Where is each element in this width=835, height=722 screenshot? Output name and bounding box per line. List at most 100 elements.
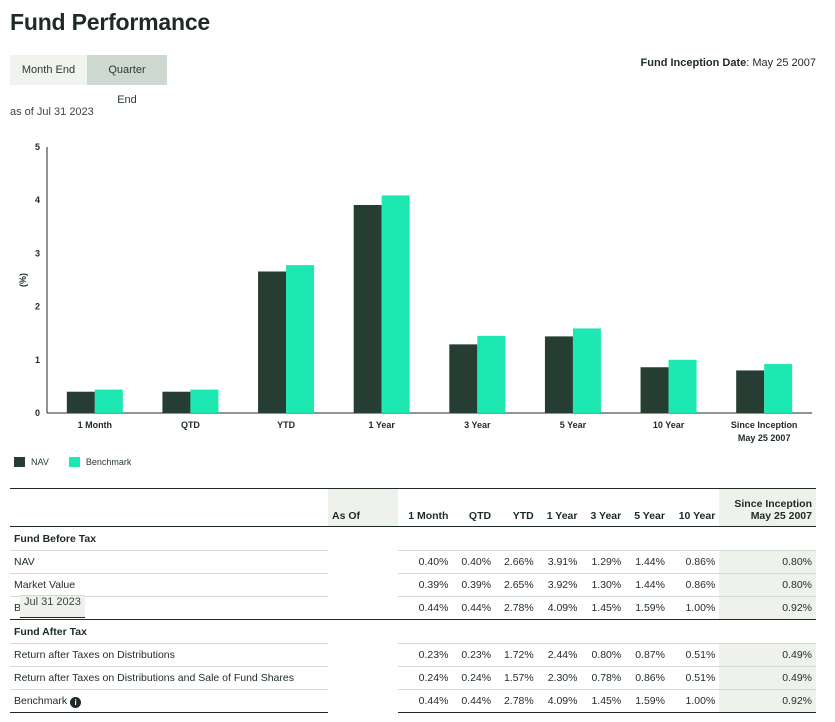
table-cell: 0.87% — [625, 643, 669, 667]
info-icon[interactable]: i — [70, 696, 82, 708]
y-tick-label: 3 — [35, 248, 40, 258]
legend-label-nav: NAV — [31, 457, 49, 467]
table-cell: 0.24% — [398, 666, 453, 690]
row-label: Market Value — [10, 573, 328, 597]
table-cell: 2.66% — [495, 550, 538, 574]
as-of-date: as of Jul 31 2023 — [10, 106, 94, 118]
column-header: 5 Year — [625, 488, 669, 527]
bar-nav — [449, 344, 478, 413]
x-tick-label: May 25 2007 — [738, 433, 791, 443]
y-axis-label: (%) — [18, 273, 28, 287]
table-section-header: Fund Before Tax — [10, 526, 816, 551]
table-cell: 0.39% — [452, 573, 496, 597]
column-header: 1 Month — [398, 488, 453, 527]
table-cell: 0.78% — [581, 666, 626, 690]
bar-benchmark — [668, 359, 697, 413]
table-section-header: Fund After Tax — [10, 619, 816, 644]
bar-nav — [162, 391, 191, 413]
table-cell: 4.09% — [537, 596, 582, 620]
table-cell: Jul 31 2023 — [20, 594, 85, 618]
column-header: YTD — [495, 488, 538, 527]
table-cell: 1.44% — [625, 573, 669, 597]
table-cell: 2.65% — [495, 573, 538, 597]
table-cell: 0.44% — [398, 689, 453, 713]
bar-benchmark — [190, 389, 219, 413]
table-cell: 0.80% — [719, 550, 816, 574]
table-cell: 0.39% — [398, 573, 453, 597]
table-cell: 0.44% — [452, 596, 496, 620]
column-header: 10 Year — [668, 488, 720, 527]
y-tick-label: 2 — [35, 302, 40, 312]
bar-benchmark — [477, 335, 506, 413]
table-row: NAVJul 31 20230.40%0.40%2.66%3.91%1.29%1… — [10, 550, 816, 618]
table-cell: 1.45% — [581, 689, 626, 713]
bar-nav — [544, 336, 573, 413]
performance-bar-chart: 0 1 2 3 4 5 (%) 1 Month QTD YTD 1 Year 3 Year 5 Year… — [18, 142, 812, 443]
table-header-row: As Of 1 Month QTD YTD 1 Year 3 Year 5 Year 10 Y… — [10, 488, 816, 527]
legend-item-benchmark[interactable]: Benchmark — [68, 457, 131, 467]
column-header: 1 Year — [537, 488, 582, 527]
bar-benchmark — [94, 389, 123, 413]
table-cell: 1.29% — [581, 550, 626, 574]
inception-label: Fund Inception Date — [640, 57, 747, 69]
table-cell: 0.92% — [719, 596, 816, 620]
table-cell: 0.92% — [719, 689, 816, 713]
table-cell: 0.23% — [398, 643, 453, 667]
table-cell: 0.86% — [668, 550, 720, 574]
table-cell: 3.91% — [537, 550, 582, 574]
table-cell: 0.49% — [719, 666, 816, 690]
legend-swatch-nav — [14, 457, 25, 467]
y-tick-label: 1 — [35, 355, 40, 365]
table-cell: 4.09% — [537, 689, 582, 713]
bar-benchmark — [286, 265, 315, 413]
bar-benchmark — [572, 328, 601, 413]
table-cell: 0.80% — [581, 643, 626, 667]
table-cell: 0.44% — [452, 689, 496, 713]
inception-value: : May 25 2007 — [746, 57, 816, 69]
column-header: 3 Year — [581, 488, 626, 527]
table-cell: 0.51% — [668, 666, 720, 690]
table-cell: 0.23% — [452, 643, 496, 667]
column-header: As Of — [328, 488, 398, 527]
table-cell: 0.44% — [398, 596, 453, 620]
chart-legend: NAV Benchmark — [14, 457, 151, 467]
x-tick-label: YTD — [277, 420, 296, 430]
table-row: Return after Taxes on Distributions Jul 3… — [10, 594, 816, 667]
table-cell: 3.92% — [537, 573, 582, 597]
table-cell: 1.57% — [495, 666, 538, 690]
bar-nav — [640, 367, 669, 413]
column-header — [10, 488, 328, 527]
table-cell: 1.72% — [495, 643, 538, 667]
table-cell: 2.78% — [495, 596, 538, 620]
table-row: Market ValueJul 31 20230.39%0.39%2.65%3.… — [10, 573, 816, 618]
table-cell: 2.44% — [537, 643, 582, 667]
x-tick-label: 1 Year — [369, 420, 396, 430]
x-tick-label: 3 Year — [464, 420, 491, 430]
x-tick-label: 10 Year — [653, 420, 685, 430]
row-label: Return after Taxes on Distributions and … — [10, 666, 328, 690]
x-tick-label: 1 Month — [78, 420, 113, 430]
bar-benchmark — [381, 195, 410, 413]
y-tick-label: 5 — [35, 142, 40, 152]
tab-quarter-end[interactable]: Quarter End — [87, 55, 167, 106]
bar-nav — [353, 204, 382, 413]
y-tick-label: 4 — [35, 195, 40, 205]
table-row: Return after Taxes on Distributions and … — [10, 594, 816, 690]
tab-month-end[interactable]: Month End — [10, 55, 87, 85]
table-cell: 0.24% — [452, 666, 496, 690]
legend-item-nav[interactable]: NAV — [14, 457, 49, 467]
x-tick-label: Since Inception — [731, 420, 798, 430]
row-label: NAV — [10, 550, 328, 574]
table-cell: 1.59% — [625, 596, 669, 620]
table-cell: 0.80% — [719, 573, 816, 597]
y-tick-label: 0 — [35, 408, 40, 418]
section-title: Fund After Tax — [10, 619, 816, 644]
page-title: Fund Performance — [10, 9, 211, 35]
table-cell: 1.45% — [581, 596, 626, 620]
table-cell: 0.86% — [625, 666, 669, 690]
bar-nav — [66, 391, 95, 413]
table-cell: 1.59% — [625, 689, 669, 713]
table-cell: 1.00% — [668, 689, 720, 713]
